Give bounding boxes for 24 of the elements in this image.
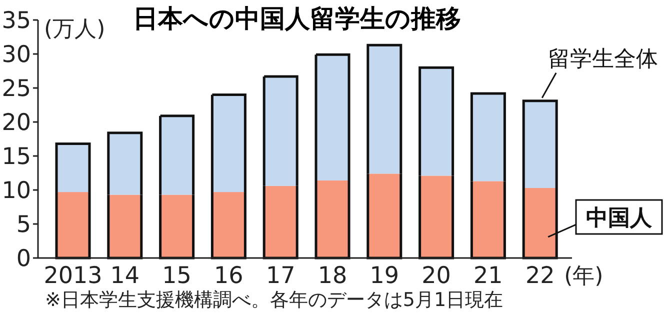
y-tick-label: 30 — [2, 42, 31, 68]
x-tick-label: 2013 — [44, 263, 102, 289]
x-tick-label: 22 — [525, 263, 555, 289]
x-axis-title: (年) — [564, 264, 604, 289]
x-tick-label: 20 — [422, 263, 451, 289]
legend-label: 中国人 — [586, 206, 653, 231]
y-axis-title: (万人) — [44, 17, 106, 42]
y-tick-label: 0 — [16, 246, 31, 272]
y-tick-label: 5 — [16, 212, 31, 238]
text: ※日本学生支援機構調べ。各年のデータは5月1日現在 — [45, 289, 504, 311]
x-tick-label: 21 — [474, 263, 503, 289]
y-tick-label: 20 — [2, 110, 31, 136]
x-tick-label: 19 — [370, 263, 400, 289]
x-tick-label: 18 — [318, 263, 348, 289]
x-tick-label: 17 — [266, 263, 296, 289]
x-tick-label: 16 — [214, 263, 244, 289]
y-tick-label: 25 — [2, 76, 31, 102]
y-tick-label: 10 — [2, 178, 31, 204]
chart-title: 日本への中国人留学生の推移 — [133, 4, 461, 33]
y-tick-label: 15 — [2, 144, 31, 170]
y-tick-label: 35 — [2, 8, 31, 34]
x-tick-label: 14 — [110, 263, 140, 289]
series-label: 留学生全体 — [548, 46, 658, 72]
x-tick-label: 15 — [162, 263, 192, 289]
